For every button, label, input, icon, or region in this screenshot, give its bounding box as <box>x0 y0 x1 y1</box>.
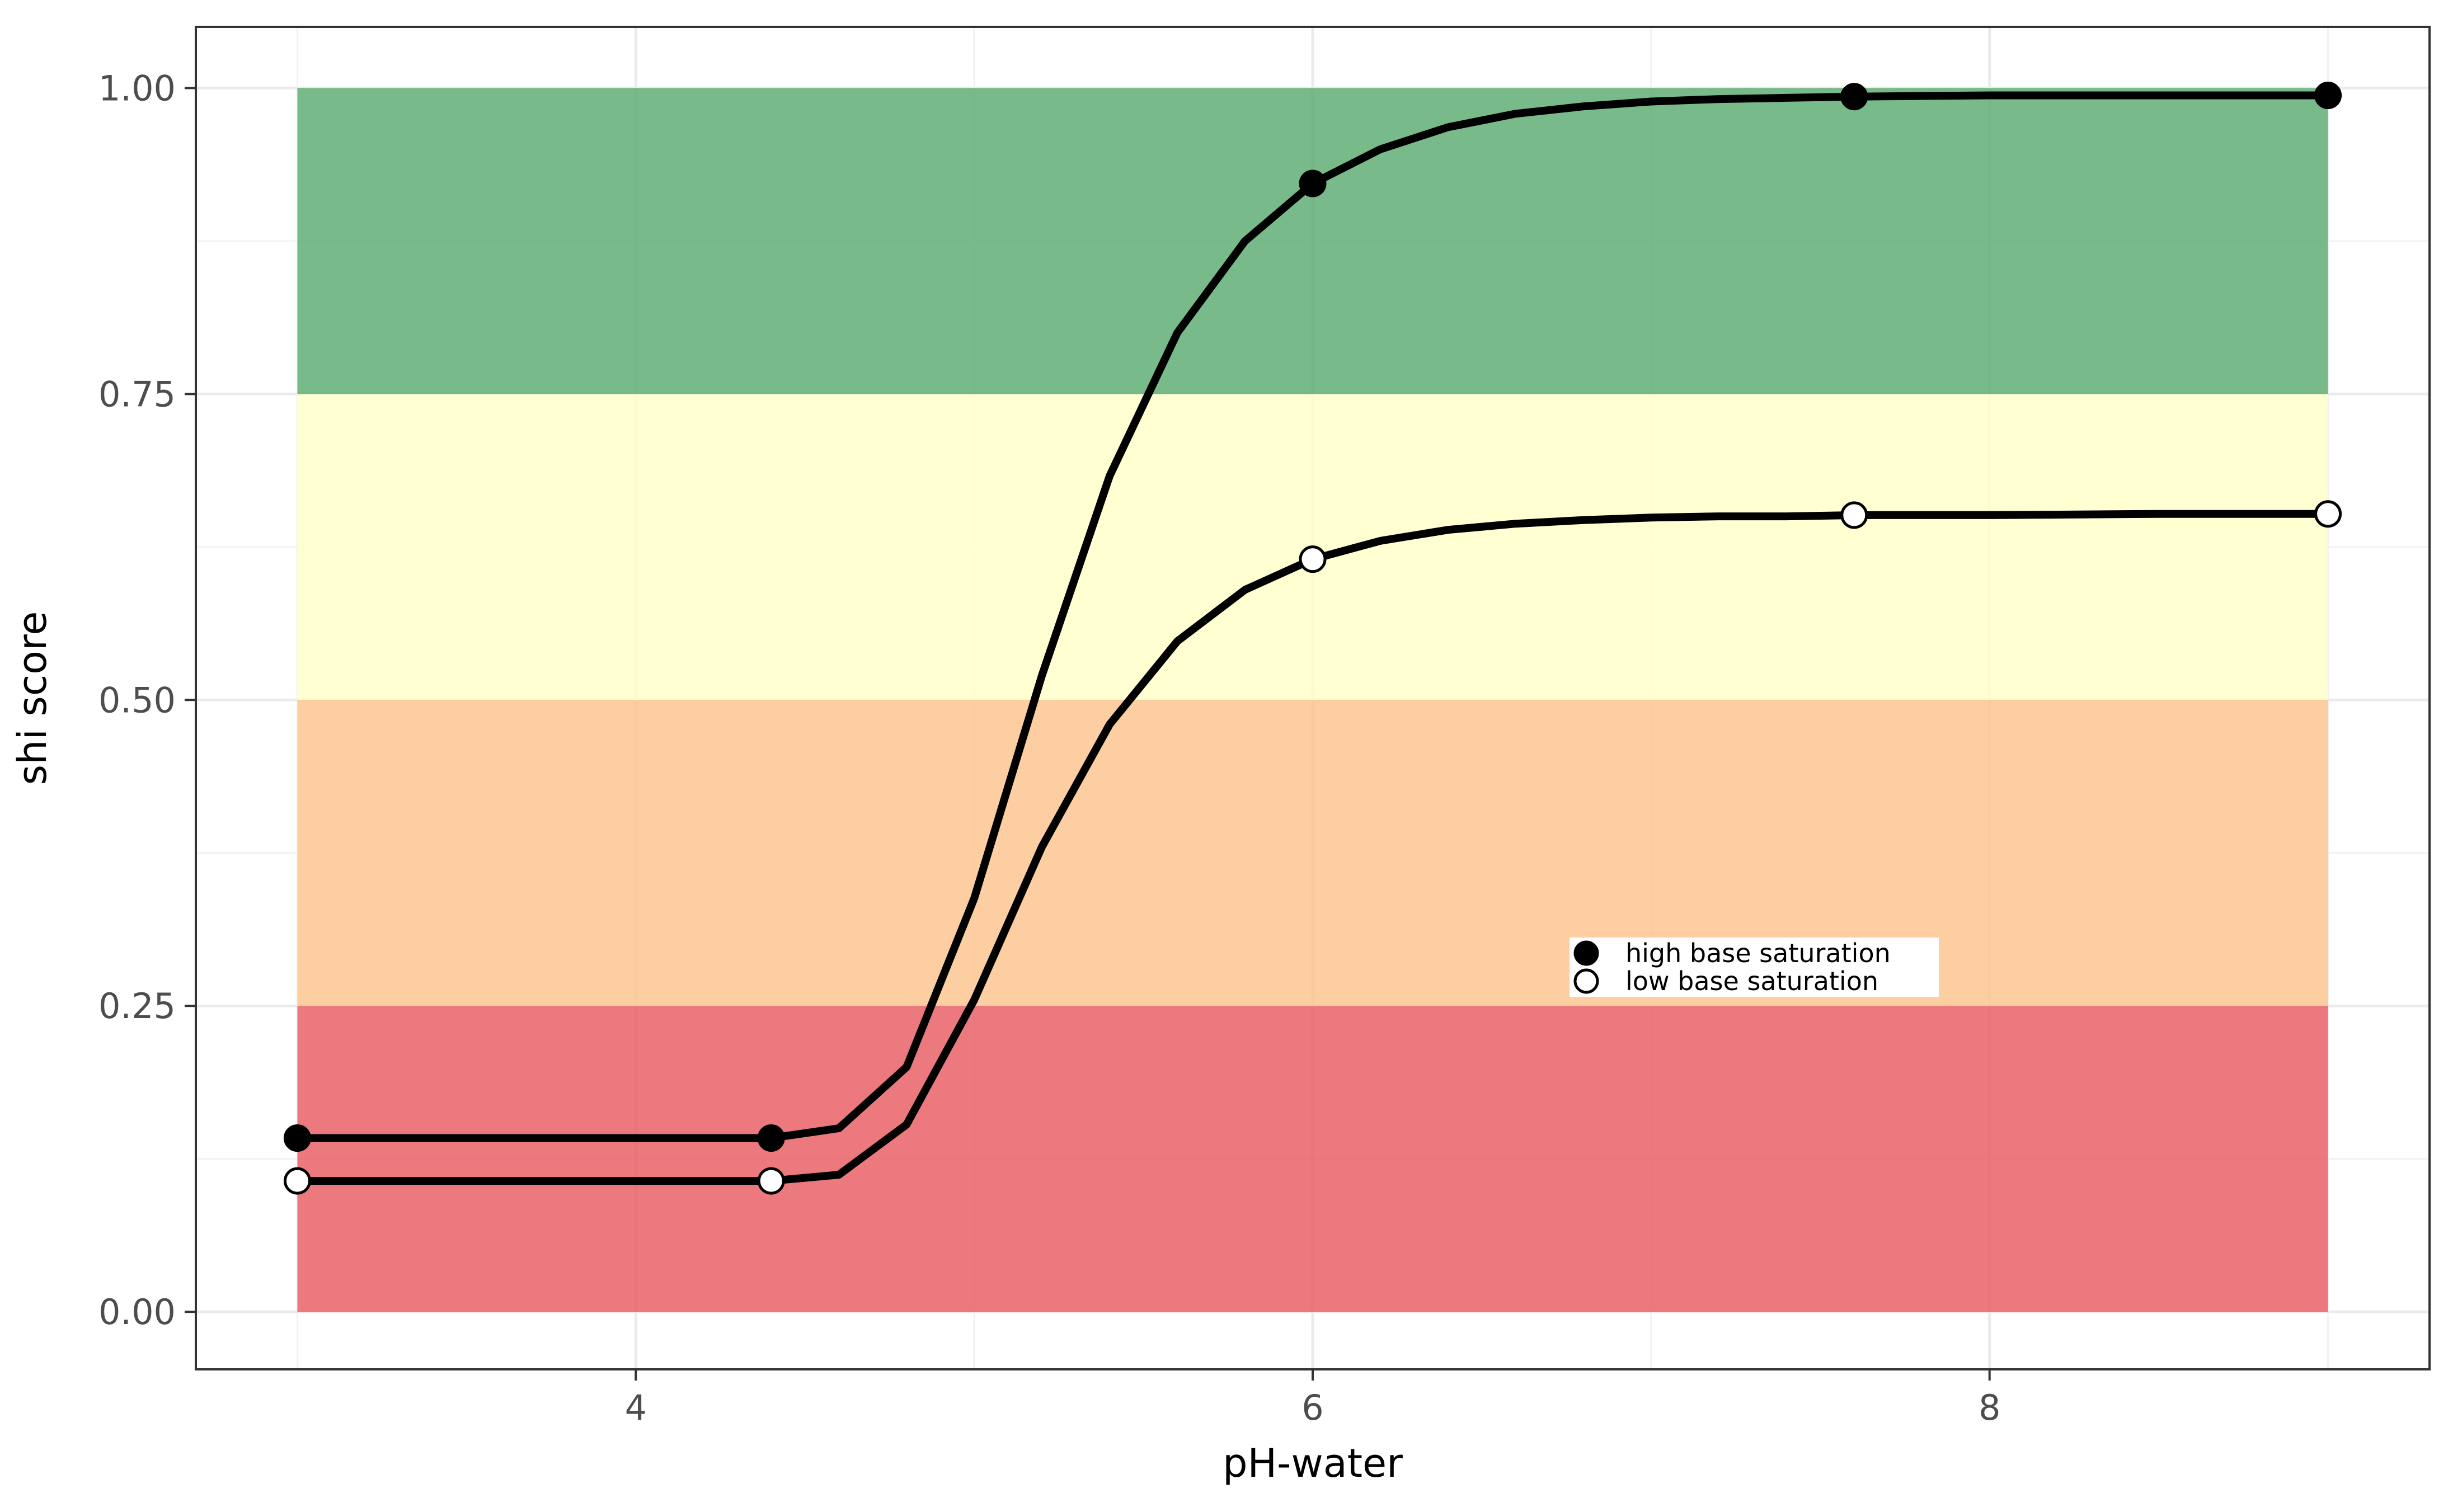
series-0-marker-0 <box>283 1124 311 1152</box>
x-tick-label-1: 6 <box>1301 1387 1323 1428</box>
series-1-marker-2 <box>1299 545 1327 573</box>
series-1-marker-1 <box>757 1167 785 1195</box>
series-1-marker-0 <box>283 1167 311 1195</box>
legend-label-0: high base saturation <box>1625 938 1891 968</box>
series-0-marker-3 <box>1840 83 1868 111</box>
series-line-1 <box>293 510 2332 1185</box>
series <box>283 82 2342 1195</box>
y-tick-label-3: 0.75 <box>98 374 176 414</box>
y-tick-label-4: 1.00 <box>98 68 176 109</box>
score-bands <box>297 88 2328 1312</box>
series-1-marker-4 <box>2314 500 2342 528</box>
series-0-marker-4 <box>2314 82 2342 110</box>
score-band-0 <box>297 1006 2328 1312</box>
x-tick-label-2: 8 <box>1979 1387 2000 1428</box>
y-tick-label-1: 0.25 <box>98 986 176 1026</box>
y-tick-label-0: 0.00 <box>98 1292 176 1332</box>
x-axis-title: pH-water <box>1223 1440 1403 1486</box>
score-band-3 <box>297 88 2328 394</box>
axis-ticks: 4 6 8 0.00 0.25 0.50 0.75 1.00 <box>98 68 2000 1428</box>
series-1-marker-3 <box>1840 501 1868 529</box>
series-0-marker-2 <box>1299 169 1327 197</box>
y-axis-title: shi score <box>10 611 55 785</box>
score-band-1 <box>297 700 2328 1006</box>
legend-key-1 <box>1573 968 1599 994</box>
legend-label-1: low base saturation <box>1625 966 1878 996</box>
legend-box <box>1570 938 1939 997</box>
y-tick-label-2: 0.50 <box>98 680 176 720</box>
x-tick-label-0: 4 <box>625 1387 647 1428</box>
series-0-marker-1 <box>757 1124 785 1152</box>
legend-key-0 <box>1573 940 1599 966</box>
series-line-0 <box>293 91 2332 1142</box>
